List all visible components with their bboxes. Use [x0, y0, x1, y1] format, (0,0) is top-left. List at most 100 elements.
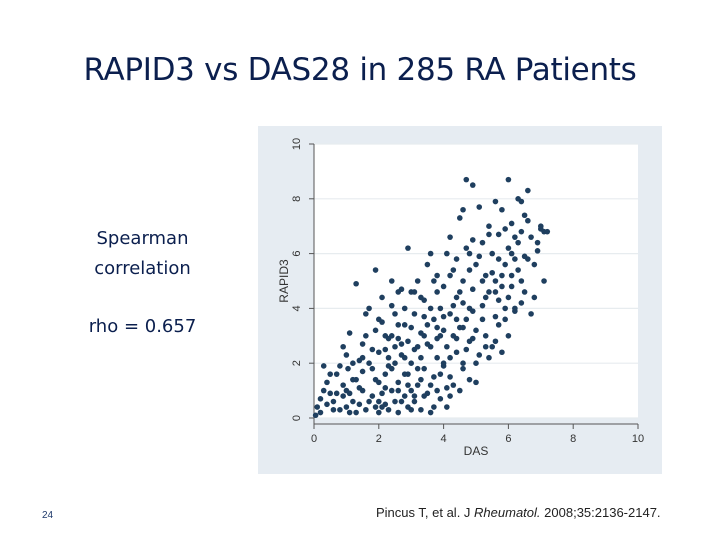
data-point-257 [395, 335, 402, 342]
data-point-221 [320, 363, 327, 369]
data-point-164 [479, 316, 486, 323]
data-point-62 [434, 354, 440, 361]
data-point-46 [408, 360, 414, 366]
data-point-180 [353, 280, 359, 287]
data-point-192 [317, 409, 324, 416]
data-point-240 [418, 376, 424, 383]
data-point-143 [440, 327, 447, 334]
data-point-43 [401, 322, 408, 328]
data-point-190 [343, 387, 350, 394]
data-point-4 [324, 379, 330, 386]
data-point-138 [434, 387, 440, 394]
data-point-246 [531, 261, 538, 268]
data-point-83 [466, 250, 473, 257]
data-point-86 [473, 261, 479, 268]
data-point-23 [369, 393, 376, 399]
data-point-21 [366, 398, 372, 405]
x-tick-label-10: 10 [632, 433, 644, 445]
data-point-231 [486, 231, 492, 238]
data-point-249 [440, 313, 447, 320]
data-point-0 [312, 412, 319, 419]
data-point-106 [505, 176, 512, 183]
data-point-230 [518, 198, 525, 205]
data-point-63 [434, 272, 440, 279]
data-point-237 [363, 333, 369, 339]
data-point-27 [376, 409, 382, 416]
data-point-105 [502, 261, 508, 268]
data-point-178 [379, 294, 385, 301]
data-point-149 [518, 278, 525, 284]
y-tick-label-2: 2 [291, 360, 303, 366]
data-point-218 [350, 360, 356, 366]
data-point-212 [479, 278, 486, 284]
data-point-59 [427, 305, 434, 312]
data-point-60 [431, 374, 437, 380]
data-point-208 [437, 305, 444, 312]
data-point-38 [395, 409, 402, 416]
data-point-93 [482, 272, 489, 279]
data-point-167 [528, 234, 534, 240]
data-point-189 [379, 404, 385, 410]
correlation-label-line2: correlation [94, 258, 191, 279]
data-point-223 [405, 382, 411, 388]
data-point-22 [366, 360, 372, 366]
data-point-18 [359, 368, 366, 375]
data-point-176 [444, 250, 450, 257]
data-point-248 [460, 300, 466, 306]
data-point-36 [392, 398, 398, 405]
data-point-61 [431, 316, 437, 323]
data-point-152 [395, 322, 402, 328]
data-point-31 [382, 371, 389, 377]
data-point-188 [408, 406, 414, 413]
data-point-51 [414, 278, 421, 284]
data-point-233 [447, 272, 453, 279]
data-point-102 [499, 349, 505, 356]
data-point-177 [431, 278, 437, 284]
data-point-99 [492, 278, 499, 284]
data-point-89 [476, 352, 483, 358]
data-point-94 [486, 223, 492, 229]
data-point-217 [372, 327, 379, 334]
data-point-255 [337, 406, 343, 413]
data-point-7 [330, 406, 337, 413]
data-point-114 [518, 300, 525, 306]
data-point-118 [528, 311, 534, 317]
data-point-265 [508, 272, 515, 279]
data-point-256 [382, 346, 389, 353]
data-point-241 [434, 335, 440, 342]
data-point-160 [398, 398, 405, 405]
x-tick-label-0: 0 [311, 433, 317, 445]
data-point-128 [427, 250, 434, 257]
slide-title: RAPID3 vs DAS28 in 285 RA Patients [83, 52, 637, 88]
data-point-251 [388, 302, 395, 309]
data-point-243 [469, 308, 476, 314]
data-point-15 [353, 409, 359, 416]
data-point-9 [337, 363, 343, 369]
data-point-64 [437, 396, 444, 402]
data-point-263 [482, 343, 489, 350]
x-axis-title: DAS [464, 444, 489, 458]
data-point-259 [421, 313, 427, 320]
data-point-158 [343, 352, 350, 358]
data-point-104 [502, 316, 508, 323]
data-point-24 [372, 404, 379, 410]
data-point-220 [327, 390, 333, 397]
data-point-185 [521, 289, 528, 295]
x-tick-label-2: 2 [376, 433, 382, 445]
data-point-119 [531, 294, 538, 301]
data-point-247 [502, 305, 508, 312]
data-point-109 [508, 283, 515, 290]
data-point-172 [411, 311, 418, 317]
data-point-229 [505, 294, 512, 301]
data-point-166 [512, 256, 518, 262]
data-point-42 [401, 393, 408, 399]
data-point-85 [469, 286, 476, 293]
data-point-226 [460, 365, 466, 372]
data-point-261 [447, 354, 453, 361]
data-point-101 [495, 297, 502, 303]
data-point-193 [460, 206, 466, 213]
data-point-39 [395, 379, 402, 386]
data-point-171 [405, 338, 411, 345]
data-point-90 [479, 302, 486, 309]
plot-area [314, 144, 638, 418]
